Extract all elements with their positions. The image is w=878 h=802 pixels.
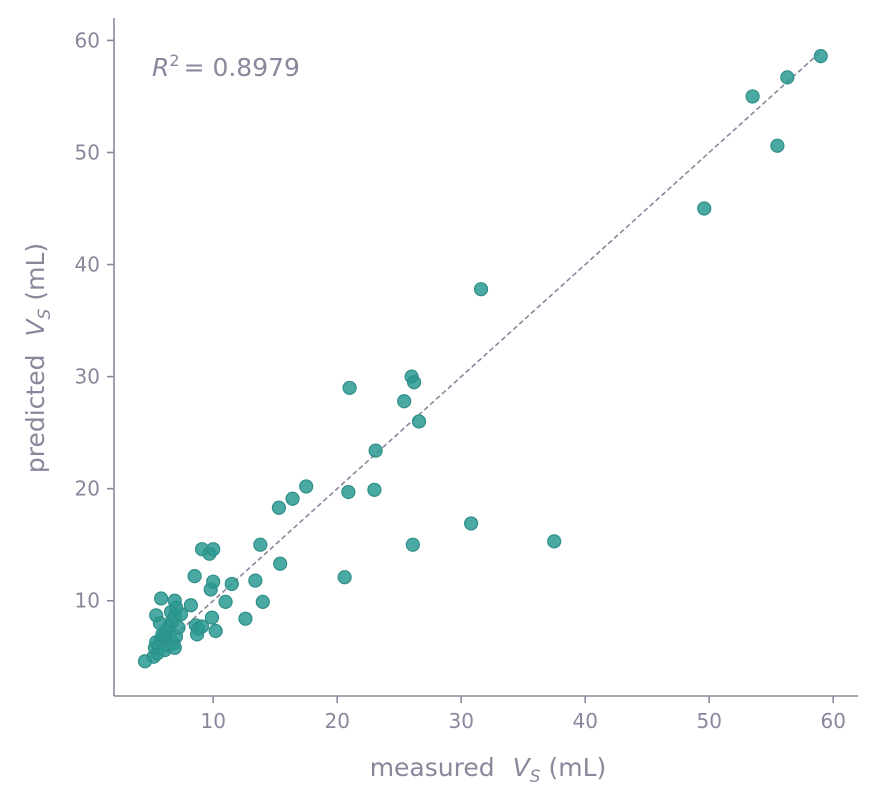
y-tick-label: 20	[75, 477, 100, 501]
x-axis-label-unit: (mL)	[549, 753, 607, 782]
x-axis-label-main: measured	[370, 753, 495, 782]
data-point	[405, 537, 420, 552]
x-tick-label: 60	[820, 709, 845, 733]
data-point	[342, 380, 357, 395]
data-point	[464, 516, 479, 531]
y-axis-label-main: predicted	[21, 355, 50, 474]
data-point	[154, 591, 169, 606]
data-point	[547, 534, 562, 549]
data-point	[248, 573, 263, 588]
data-point	[273, 556, 288, 571]
data-point	[206, 574, 221, 589]
y-axis-ticks: 10 20 30 40 50 60	[75, 28, 114, 613]
x-tick-label: 30	[448, 709, 473, 733]
data-point	[238, 611, 253, 626]
y-tick-label: 50	[75, 140, 100, 164]
data-point	[149, 608, 164, 623]
data-point	[745, 89, 760, 104]
data-point	[271, 500, 287, 515]
data-point	[167, 593, 182, 608]
y-axis-label-sub: S	[35, 308, 55, 319]
data-point	[187, 568, 202, 584]
data-point	[397, 394, 412, 409]
data-point	[208, 623, 223, 639]
y-tick-label: 40	[75, 253, 100, 277]
x-axis-ticks: 10 20 30 40 50 60	[200, 696, 846, 733]
data-point	[206, 542, 221, 557]
data-point	[341, 484, 356, 500]
data-point	[218, 594, 233, 609]
data-point	[780, 70, 795, 85]
data-point	[167, 640, 182, 655]
data-point	[337, 570, 352, 585]
data-point	[253, 537, 268, 552]
y-axis-label-var: V	[21, 318, 50, 337]
r-squared-annotation: R2 = 0.8979	[152, 51, 300, 82]
y-tick-label: 30	[75, 365, 100, 389]
data-point	[299, 479, 314, 494]
data-point	[406, 375, 422, 390]
data-point	[473, 282, 489, 297]
y-tick-label: 60	[75, 28, 100, 52]
y-tick-label: 10	[75, 589, 100, 613]
x-axis-label-var: V	[513, 753, 532, 782]
data-point	[411, 414, 427, 429]
x-axis-label-sub: S	[530, 767, 541, 787]
data-points	[137, 49, 828, 669]
data-point	[813, 49, 828, 64]
annotation-exponent: 2	[169, 51, 179, 70]
data-point	[204, 610, 220, 625]
data-point	[194, 619, 210, 634]
data-point	[367, 482, 382, 497]
y-axis-label-unit: (mL)	[21, 243, 50, 301]
annotation-value: = 0.8979	[184, 53, 300, 82]
x-axis-label: measured VS (mL)	[370, 753, 607, 787]
y-axis-label: predicted VS (mL)	[21, 243, 55, 473]
data-point	[255, 594, 270, 609]
x-tick-label: 10	[200, 709, 225, 733]
identity-reference-line	[150, 51, 822, 658]
data-point	[368, 443, 383, 458]
x-tick-label: 40	[572, 709, 597, 733]
data-point	[285, 491, 300, 506]
x-tick-label: 20	[324, 709, 349, 733]
data-point	[697, 201, 712, 216]
data-point	[183, 598, 198, 613]
x-tick-label: 50	[696, 709, 721, 733]
data-point	[770, 138, 785, 153]
data-point	[224, 576, 239, 592]
annotation-base: R	[152, 53, 169, 82]
